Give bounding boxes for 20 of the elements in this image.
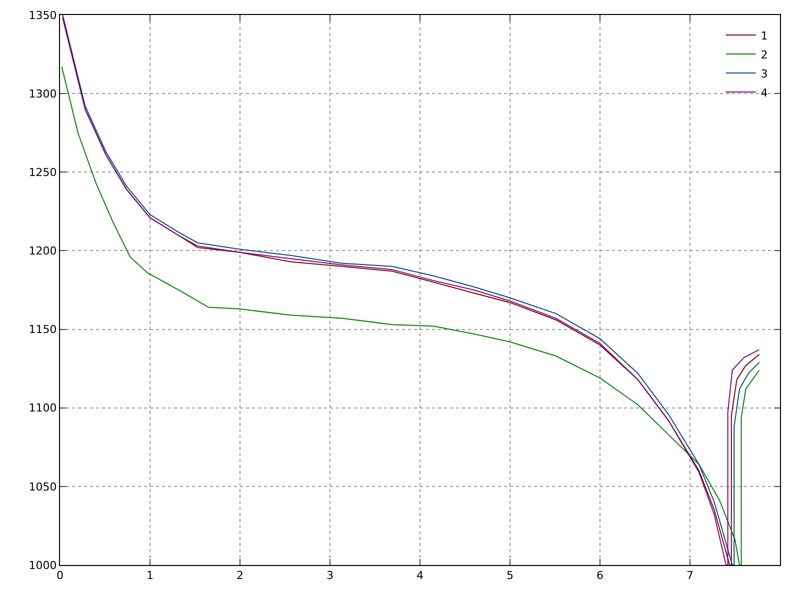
legend-label: 3 <box>760 67 768 80</box>
y-tick-label: 1250 <box>28 166 57 179</box>
y-tick-label: 1350 <box>28 8 57 22</box>
legend-label: 1 <box>760 29 768 42</box>
x-tick-label: 7 <box>686 569 694 582</box>
legend-label: 4 <box>760 86 768 100</box>
y-tick-label: 1300 <box>28 87 57 100</box>
y-tick-label: 1150 <box>28 323 57 336</box>
legend-label: 2 <box>760 48 768 62</box>
x-tick-label: 2 <box>236 569 244 582</box>
x-tick-label: 5 <box>506 569 514 582</box>
y-tick-label: 1200 <box>28 244 57 258</box>
x-tick-label: 0 <box>56 569 64 582</box>
x-tick-label: 4 <box>416 569 424 582</box>
x-tick-label: 3 <box>326 569 334 582</box>
x-tick-label: 6 <box>596 569 604 582</box>
y-tick-label: 1050 <box>28 480 57 494</box>
x-tick-label: 1 <box>146 569 154 582</box>
y-tick-label: 1100 <box>28 402 57 415</box>
y-tick-label: 1000 <box>28 558 57 572</box>
